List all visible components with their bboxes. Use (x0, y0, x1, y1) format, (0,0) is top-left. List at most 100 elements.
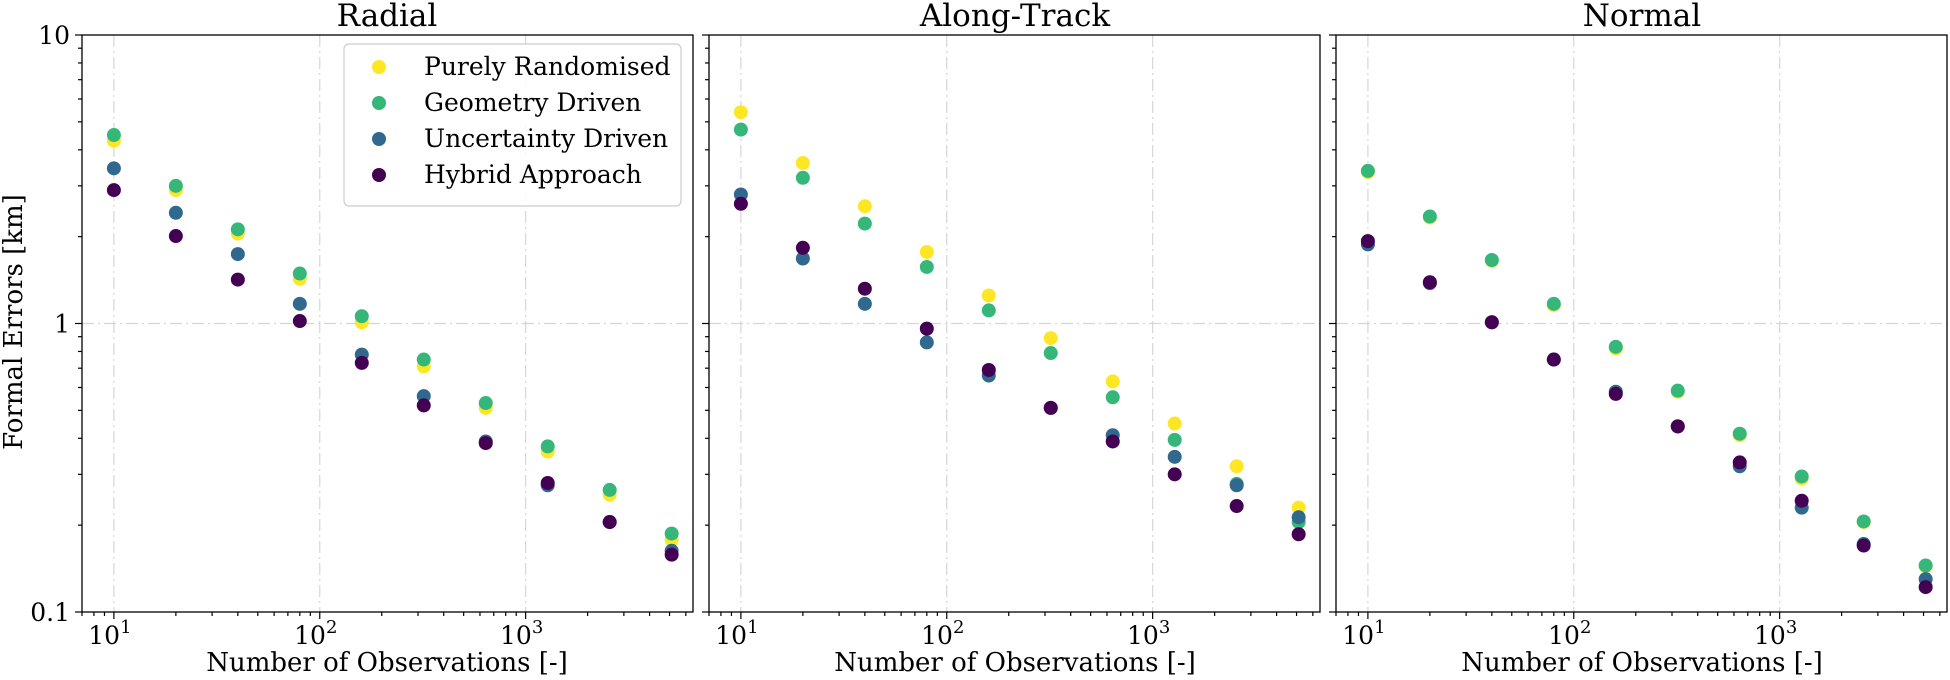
y-tick-label: 0.1 (30, 598, 70, 627)
data-point (857, 216, 872, 231)
x-axis-label-normal: Number of Observations [-] (1461, 648, 1823, 678)
data-point (230, 272, 245, 287)
x-tick-label: 103 (1754, 617, 1797, 650)
data-point (981, 303, 996, 318)
x-axis-label-along-track: Number of Observations [-] (834, 648, 1196, 678)
data-point (1043, 346, 1058, 361)
data-point (1856, 514, 1871, 529)
x-tick-label: 102 (294, 617, 337, 650)
data-point (1422, 275, 1437, 290)
data-point (292, 266, 307, 281)
legend-marker (372, 132, 386, 146)
series-uncertainty-driven (1360, 237, 1933, 587)
data-point (168, 205, 183, 220)
series-uncertainty-driven (106, 161, 679, 558)
data-point (292, 314, 307, 329)
legend-label: Hybrid Approach (424, 160, 642, 189)
data-point (416, 352, 431, 367)
data-point (1167, 416, 1182, 431)
data-point (1167, 467, 1182, 482)
data-point (1546, 296, 1561, 311)
y-axis-label: Formal Errors [km] (0, 194, 29, 450)
data-point (106, 161, 121, 176)
data-point (919, 321, 934, 336)
data-point (1732, 426, 1747, 441)
legend-marker (372, 168, 386, 182)
series-geometry-driven (1360, 163, 1933, 573)
data-point (733, 105, 748, 120)
data-point (1484, 252, 1499, 267)
data-point (664, 547, 679, 562)
data-point (106, 128, 121, 143)
data-point (230, 247, 245, 262)
data-point (1043, 331, 1058, 346)
x-tick-label: 101 (1342, 617, 1385, 650)
data-point (292, 296, 307, 311)
data-point (1105, 390, 1120, 405)
panel-along-track: Along-Track Number of Observations [-] 1… (702, 0, 1321, 678)
data-point (1546, 352, 1561, 367)
data-point (1229, 499, 1244, 514)
data-point (795, 240, 810, 255)
data-point (981, 288, 996, 303)
data-point (1422, 209, 1437, 224)
data-point (795, 170, 810, 185)
legend-marker (372, 60, 386, 74)
x-axis-label-radial: Number of Observations [-] (206, 648, 568, 678)
data-point (1608, 339, 1623, 354)
data-point (1360, 163, 1375, 178)
x-tick-label: 102 (921, 617, 964, 650)
legend-label: Uncertainty Driven (424, 124, 668, 153)
y-tick-label: 10 (38, 21, 70, 50)
data-point (1043, 400, 1058, 415)
legend-label: Purely Randomised (424, 52, 671, 81)
data-point (664, 526, 679, 541)
data-point (1105, 374, 1120, 389)
data-point (1670, 383, 1685, 398)
data-point (1291, 527, 1306, 542)
x-tick-label: 101 (88, 617, 131, 650)
data-point (1918, 580, 1933, 595)
series-purely-randomised (733, 105, 1306, 515)
axes-radial: 101 102 103 0.1 1 10 (30, 21, 694, 650)
data-point (1229, 478, 1244, 493)
data-point (1167, 432, 1182, 447)
axes-normal: 101 102 103 (1329, 34, 1948, 650)
data-point (1291, 510, 1306, 525)
data-point (106, 183, 121, 198)
legend: Purely Randomised Geometry Driven Uncertai… (343, 43, 682, 207)
data-point (354, 309, 369, 324)
series-hybrid-approach (1360, 234, 1933, 595)
data-point (168, 178, 183, 193)
plot-frame (708, 34, 1321, 613)
data-point (733, 122, 748, 137)
data-point (919, 335, 934, 350)
series-hybrid-approach (106, 183, 679, 562)
data-point (540, 475, 555, 490)
data-point (168, 229, 183, 244)
data-point (540, 439, 555, 454)
panel-title-normal: Normal (1583, 0, 1701, 34)
legend-box (343, 43, 682, 207)
axes-along-track: 101 102 103 (702, 34, 1321, 650)
series-uncertainty-driven (733, 187, 1306, 525)
data-point (602, 515, 617, 530)
plot-frame (81, 34, 694, 613)
data-point (416, 398, 431, 413)
data-point (857, 296, 872, 311)
legend-label: Geometry Driven (424, 88, 641, 117)
data-point (857, 281, 872, 296)
data-point (795, 156, 810, 171)
data-point (1484, 315, 1499, 330)
data-point (354, 355, 369, 370)
series-geometry-driven (733, 122, 1306, 530)
x-tick-label: 103 (1127, 617, 1170, 650)
legend-marker (372, 96, 386, 110)
data-point (857, 199, 872, 214)
data-point (981, 362, 996, 377)
data-point (795, 251, 810, 266)
x-tick-label: 101 (715, 617, 758, 650)
data-point (1167, 449, 1182, 464)
data-point (478, 396, 493, 411)
